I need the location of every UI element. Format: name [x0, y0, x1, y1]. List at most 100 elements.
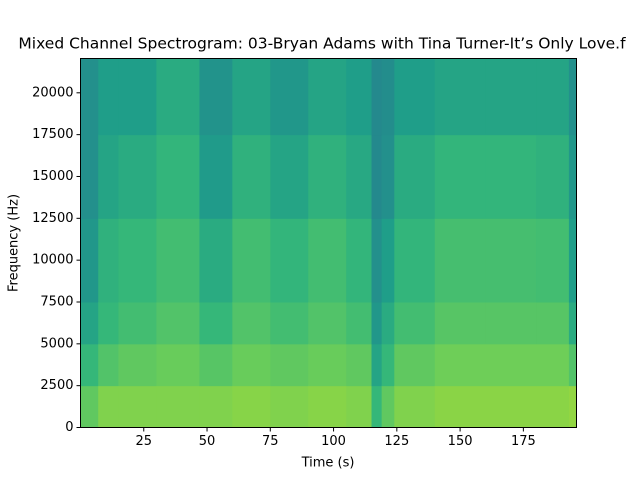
spectrogram-cell: [568, 343, 577, 387]
spectrogram-cell: [536, 385, 570, 428]
spectrogram-cell: [394, 385, 436, 428]
spectrogram-cell: [232, 58, 271, 136]
spectrogram-cell: [80, 134, 99, 219]
spectrogram-cell: [199, 385, 233, 428]
spectrogram-cell: [536, 218, 570, 303]
spectrogram-cell: [199, 301, 233, 345]
spectrogram-cell: [434, 134, 486, 219]
spectrogram-cell: [118, 301, 157, 345]
spectrogram-cell: [270, 301, 309, 345]
spectrogram-cell: [232, 218, 271, 303]
spectrogram-cell: [346, 385, 373, 428]
axes-frame: [80, 58, 577, 428]
y-tick-label: 17500: [32, 127, 73, 142]
spectrogram-cell: [156, 301, 200, 345]
chart-title: Mixed Channel Spectrogram: 03-Bryan Adam…: [18, 35, 626, 53]
spectrogram-cell: [381, 58, 395, 136]
spectrogram-cell: [199, 134, 233, 219]
spectrogram-cell: [485, 301, 537, 345]
spectrogram-cell: [568, 58, 577, 136]
x-tick-label: 50: [199, 434, 216, 449]
spectrogram-cell: [308, 301, 347, 345]
x-tick-label: 100: [321, 434, 346, 449]
spectrogram-cell: [434, 218, 486, 303]
y-tick-label: 7500: [40, 294, 73, 309]
spectrogram-cell: [568, 134, 577, 219]
spectrogram-cell: [371, 218, 383, 303]
x-axis-label: Time (s): [301, 456, 355, 471]
spectrogram-cell: [118, 385, 157, 428]
spectrogram-cell: [156, 218, 200, 303]
spectrogram-cell: [394, 343, 436, 387]
spectrogram-cell: [346, 218, 373, 303]
spectrogram-cell: [270, 58, 309, 136]
spectrogram-cell: [118, 134, 157, 219]
spectrogram-cell: [308, 385, 347, 428]
spectrogram-cell: [232, 301, 271, 345]
spectrogram-cell: [434, 301, 486, 345]
spectrogram-cell: [80, 301, 99, 345]
spectrogram-cell: [98, 343, 119, 387]
spectrogram-cell: [381, 343, 395, 387]
spectrogram-cell: [199, 218, 233, 303]
y-tick-label: 2500: [40, 378, 73, 393]
spectrogram-cell: [118, 218, 157, 303]
spectrogram-cell: [232, 343, 271, 387]
spectrogram-cell: [381, 134, 395, 219]
spectrogram-cell: [485, 385, 537, 428]
y-tick-label: 0: [65, 420, 73, 435]
spectrogram-cell: [568, 385, 577, 428]
spectrogram-cell: [308, 218, 347, 303]
spectrogram-cell: [80, 343, 99, 387]
spectrogram-cell: [232, 134, 271, 219]
spectrogram-cell: [434, 343, 486, 387]
spectrogram-cell: [371, 58, 383, 136]
spectrogram-cell: [118, 58, 157, 136]
spectrogram-cell: [199, 343, 233, 387]
spectrogram-cell: [536, 134, 570, 219]
spectrogram: [80, 58, 577, 428]
spectrogram-cell: [434, 385, 486, 428]
spectrogram-cell: [346, 343, 373, 387]
spectrogram-cell: [308, 58, 347, 136]
spectrogram-cell: [308, 134, 347, 219]
spectrogram-cell: [394, 58, 436, 136]
y-axis-label: Frequency (Hz): [7, 194, 22, 292]
spectrogram-cell: [394, 134, 436, 219]
spectrogram-cell: [80, 385, 99, 428]
x-tick-label: 125: [384, 434, 409, 449]
spectrogram-cell: [98, 385, 119, 428]
spectrogram-cell: [371, 343, 383, 387]
spectrogram-cell: [156, 385, 200, 428]
spectrogram-cell: [156, 343, 200, 387]
spectrogram-cell: [270, 134, 309, 219]
spectrogram-cell: [346, 58, 373, 136]
spectrogram-cell: [371, 385, 383, 428]
spectrogram-cell: [98, 58, 119, 136]
spectrogram-cell: [80, 58, 99, 136]
spectrogram-cell: [485, 58, 537, 136]
spectrogram-cell: [536, 58, 570, 136]
y-tick-label: 15000: [32, 169, 73, 184]
spectrogram-cell: [270, 343, 309, 387]
y-tick-label: 5000: [40, 336, 73, 351]
spectrogram-cell: [232, 385, 271, 428]
spectrogram-cell: [394, 301, 436, 345]
spectrogram-cell: [434, 58, 486, 136]
y-tick-label: 12500: [32, 211, 73, 226]
spectrogram-cell: [98, 134, 119, 219]
spectrogram-cell: [485, 134, 537, 219]
y-tick-label: 20000: [32, 85, 73, 100]
x-tick-label: 25: [135, 434, 152, 449]
y-tick-label: 10000: [32, 253, 73, 268]
spectrogram-cell: [156, 58, 200, 136]
spectrogram-cell: [98, 218, 119, 303]
spectrogram-cell: [381, 385, 395, 428]
spectrogram-cell: [346, 301, 373, 345]
spectrogram-cell: [381, 218, 395, 303]
x-tick-label: 175: [511, 434, 536, 449]
spectrogram-cell: [394, 218, 436, 303]
spectrogram-cell: [381, 301, 395, 345]
